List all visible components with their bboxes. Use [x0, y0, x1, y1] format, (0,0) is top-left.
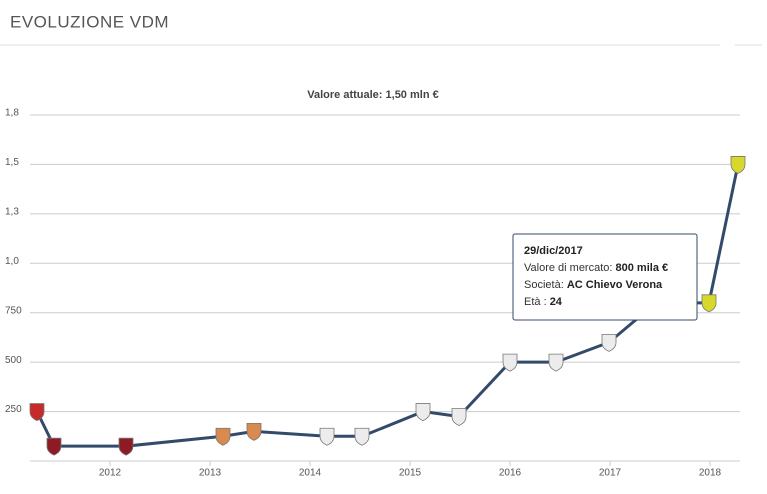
- tooltip: 29/dic/2017 Valore di mercato: 800 mila …: [512, 233, 698, 321]
- marker: [246, 422, 262, 441]
- value: 800 mila €: [616, 262, 669, 274]
- tooltip-text: Società: AC Chievo Verona: [524, 279, 663, 291]
- marker: [118, 437, 134, 456]
- marker: [415, 403, 431, 422]
- marker: [730, 156, 746, 174]
- value: AC Chievo Verona: [567, 279, 663, 291]
- x-tick-label: 2016: [499, 468, 522, 479]
- y-tick-label: 1,5: [5, 157, 19, 168]
- marker: [215, 427, 231, 446]
- marker: [46, 437, 62, 456]
- marker: [548, 353, 564, 372]
- value: 24: [550, 296, 563, 308]
- y-tick-label: 1,3: [5, 206, 19, 217]
- marker: [29, 403, 45, 422]
- marker: [701, 294, 717, 313]
- y-tick-label: 1,8: [5, 108, 19, 119]
- tooltip-text: Età : 24: [524, 296, 563, 308]
- y-tick-label: 750: [5, 305, 22, 316]
- marker: [451, 408, 467, 426]
- x-tick-label: 2017: [599, 468, 622, 479]
- x-tick-label: 2015: [399, 468, 422, 479]
- marker: [601, 333, 617, 352]
- marker: [354, 427, 370, 446]
- header-title: EVOLUZIONE VDM: [10, 12, 169, 31]
- x-tick-label: 2013: [199, 468, 222, 479]
- label: Valore di mercato:: [524, 262, 616, 274]
- tooltip-text: Valore di mercato: 800 mila €: [524, 262, 668, 274]
- marker: [319, 427, 335, 446]
- plot: 250 500 750 1,0 1,3 1,5 1,8 2012 2013 2014 2015 201…: [5, 108, 746, 479]
- x-tick-label: 2018: [699, 468, 722, 479]
- y-tick-label: 1,0: [5, 256, 19, 267]
- y-tick-label: 500: [5, 355, 22, 366]
- tooltip-date: 29/dic/2017: [524, 245, 583, 257]
- chart-subtitle: Valore attuale: 1,50 mln €: [307, 89, 438, 101]
- tooltip-box: [512, 233, 698, 321]
- marker: [502, 353, 518, 372]
- y-tick-label: 250: [5, 404, 22, 415]
- label: Età :: [524, 296, 550, 308]
- x-tick-label: 2014: [299, 468, 322, 479]
- x-tick-label: 2012: [99, 468, 122, 479]
- label: Società:: [524, 279, 567, 291]
